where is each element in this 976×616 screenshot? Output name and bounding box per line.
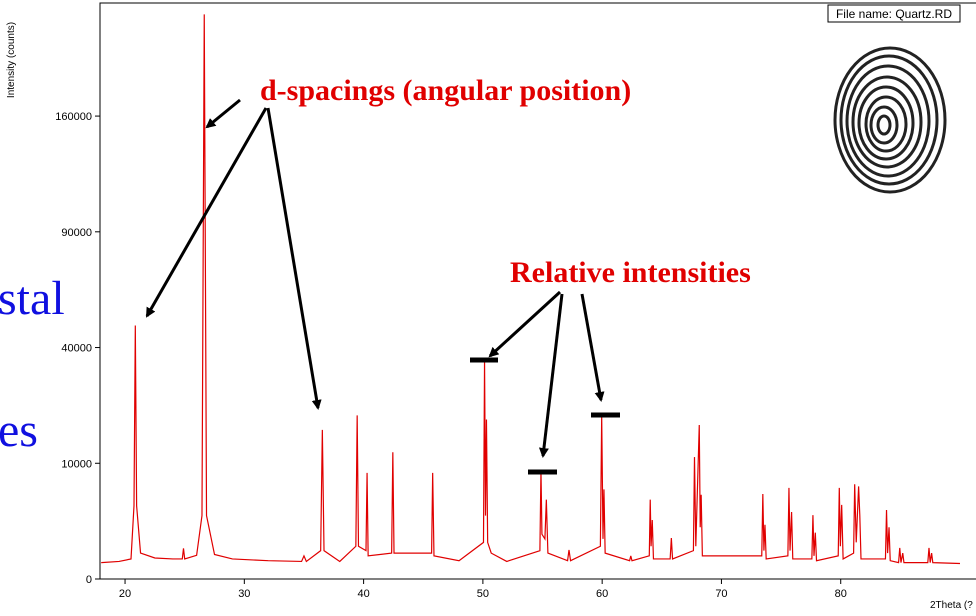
x-tick-label: 50	[477, 588, 489, 600]
plot-frame	[99, 2, 976, 580]
intensity-bars	[470, 357, 620, 475]
arrows	[145, 98, 605, 458]
x-axis-label: 2Theta (?	[930, 600, 973, 611]
annotation: Relative intensities	[510, 256, 751, 289]
x-tick-label: 20	[119, 588, 131, 600]
data-line	[101, 14, 961, 565]
x-tick-label: 40	[357, 588, 369, 600]
y-tick-label: 10000	[61, 458, 92, 470]
slide-text: stal	[0, 272, 65, 325]
y-tick-label: 90000	[61, 227, 92, 239]
x-tick-label: 60	[596, 588, 608, 600]
y-tick-label: 40000	[61, 343, 92, 355]
x-tick-label: 30	[238, 588, 250, 600]
y-tick-label: 0	[86, 574, 92, 586]
plot-area	[101, 14, 961, 565]
slide-text: es	[0, 404, 38, 457]
y-tick-label: 160000	[55, 111, 92, 123]
file-box	[827, 4, 961, 23]
annotation: d-spacings (angular position)	[260, 74, 631, 107]
x-tick-label: 80	[835, 588, 847, 600]
fingerprint	[833, 46, 947, 194]
x-tick-label: 70	[715, 588, 727, 600]
file-label: File name: Quartz.RD	[836, 7, 952, 21]
y-axis-label: Intensity (counts)	[6, 22, 17, 98]
